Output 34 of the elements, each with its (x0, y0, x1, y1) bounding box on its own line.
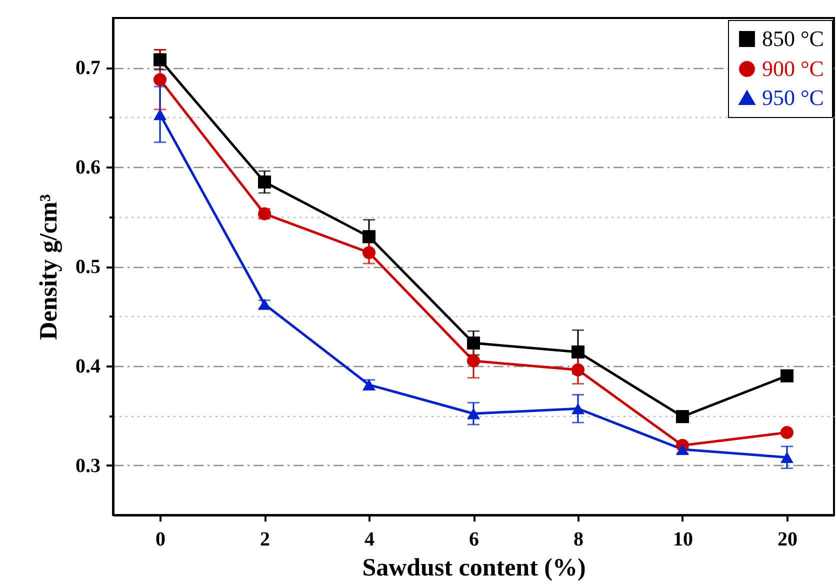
y-axis-title: Density g/cm³ (36, 194, 62, 340)
point (154, 108, 167, 120)
legend-label: 950 °C (762, 85, 824, 110)
legend-label: 850 °C (762, 26, 824, 51)
point (571, 345, 585, 359)
point (676, 444, 690, 456)
x-tick-label: 4 (364, 528, 375, 550)
point (258, 175, 272, 189)
point (780, 426, 794, 440)
y-tick-label: 0.7 (76, 57, 100, 80)
x-tick-label: 2 (260, 528, 270, 550)
point (154, 73, 167, 86)
x-tick-label: 20 (777, 528, 798, 550)
y-tick-label: 0.3 (76, 454, 100, 477)
x-tick-label: 10 (672, 528, 693, 550)
y-tick-label: 0.5 (76, 256, 100, 278)
point (466, 354, 480, 368)
legend-label: 900 °C (762, 56, 824, 81)
point (571, 402, 585, 414)
point (362, 230, 376, 244)
x-tick-label: 6 (469, 528, 479, 550)
y-tick-label: 0.6 (76, 156, 100, 179)
y-tick-label: 0.4 (76, 355, 100, 378)
point (466, 408, 480, 420)
point (571, 363, 585, 376)
point (362, 246, 376, 260)
x-tick-label: 0 (156, 528, 166, 550)
point (780, 369, 794, 382)
point (780, 452, 794, 463)
point (154, 53, 167, 66)
point (466, 336, 480, 350)
x-axis-title: Sawdust content (%) (362, 554, 586, 582)
x-tick-label: 8 (573, 528, 584, 550)
point (676, 410, 690, 424)
